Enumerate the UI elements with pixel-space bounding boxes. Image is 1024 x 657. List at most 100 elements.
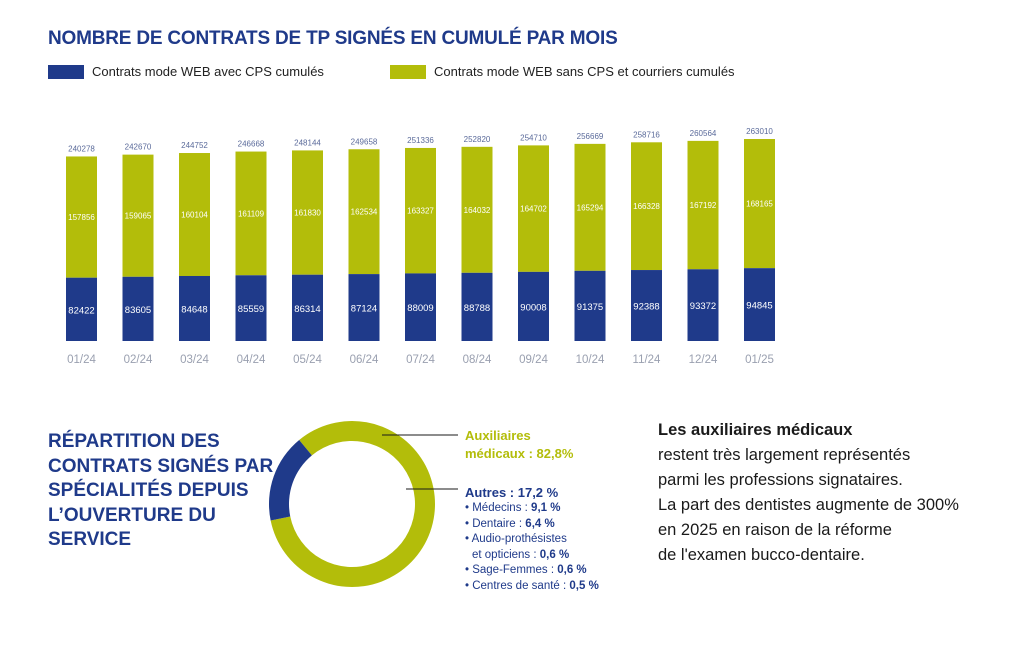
- data-label-avec-cps: 94845: [746, 301, 772, 312]
- data-label-sans-cps: 163327: [407, 207, 434, 216]
- x-tick-label: 11/24: [633, 354, 662, 366]
- breakdown-row-medecins: • Médecins : 9,1 %: [465, 501, 599, 517]
- x-tick-label: 12/24: [689, 354, 718, 366]
- x-tick-label: 09/24: [519, 354, 548, 366]
- autres-breakdown-list: • Médecins : 9,1 % • Dentaire : 6,4 % • …: [465, 501, 599, 594]
- data-label-avec-cps: 88788: [464, 303, 490, 314]
- bar-segment-sans-cps: [235, 151, 267, 276]
- bar-segment-avec-cps: [744, 268, 775, 341]
- breakdown-value: 9,1 %: [531, 502, 561, 514]
- data-label-avec-cps: 88009: [407, 303, 433, 314]
- breakdown-label: et opticiens :: [472, 548, 537, 561]
- bar-segment-avec-cps: [631, 270, 662, 341]
- total-label: 242670: [125, 143, 152, 152]
- label-auxiliaires-line1: Auxiliaires: [465, 428, 531, 443]
- data-label-sans-cps: 157856: [68, 213, 95, 222]
- chart-title: NOMBRE DE CONTRATS DE TP SIGNÉS EN CUMUL…: [48, 28, 618, 49]
- bar-segment-avec-cps: [179, 275, 210, 341]
- stacked-bar-chart: 240278 157856 82422 01/24 242670 159065 83605 0…: [66, 127, 775, 366]
- breakdown-row-centres-sante: • Centres de santé : 0,5 %: [465, 579, 599, 595]
- legend-label-sans-cps: Contrats mode WEB sans CPS et courriers …: [434, 64, 735, 79]
- data-label-avec-cps: 93372: [690, 301, 716, 312]
- donut-title: Répartition des contrats signés par spéc…: [48, 431, 274, 550]
- bar-segment-avec-cps: [518, 271, 549, 341]
- data-label-avec-cps: 90008: [520, 302, 546, 313]
- bar-segment-sans-cps: [744, 139, 775, 269]
- data-label-avec-cps: 84648: [181, 304, 207, 315]
- bar-segment-sans-cps: [66, 156, 97, 278]
- bar-segment-sans-cps: [574, 143, 606, 271]
- data-label-avec-cps: 92388: [633, 302, 659, 313]
- side-line: de l'examen bucco-dentaire.: [658, 546, 865, 564]
- bar-segment-avec-cps: [348, 274, 380, 341]
- breakdown-label: • Centres de santé :: [465, 579, 567, 592]
- bar-segment-sans-cps: [461, 146, 493, 273]
- data-label-sans-cps: 166328: [633, 202, 660, 211]
- x-tick-label: 10/24: [576, 354, 605, 366]
- breakdown-row-audio-line1: • Audio-prothésistes: [465, 532, 599, 548]
- breakdown-label: • Audio-prothésistes: [465, 533, 567, 545]
- bar-segment-avec-cps: [461, 272, 493, 341]
- legend-item-sans-cps: Contrats mode WEB sans CPS et courriers …: [390, 64, 735, 79]
- x-tick-label: 05/24: [293, 354, 322, 366]
- total-label: 263010: [746, 127, 773, 136]
- data-label-avec-cps: 87124: [351, 304, 377, 315]
- data-label-sans-cps: 160104: [181, 211, 208, 220]
- legend-swatch-lime: [390, 64, 426, 79]
- total-label: 244752: [181, 141, 208, 150]
- breakdown-row-sage-femmes: • Sage-Femmes : 0,6 %: [465, 563, 599, 579]
- x-tick-label: 01/25: [745, 354, 774, 366]
- total-label: 256669: [577, 132, 604, 141]
- legend-swatch-navy: [48, 64, 84, 79]
- total-label: 252820: [464, 135, 491, 144]
- breakdown-value: 0,5 %: [569, 579, 599, 592]
- x-tick-label: 01/24: [67, 354, 96, 366]
- bar-segment-sans-cps: [179, 153, 210, 276]
- total-label: 249658: [351, 137, 378, 146]
- data-label-avec-cps: 86314: [294, 304, 320, 315]
- bar-segment-sans-cps: [518, 145, 549, 272]
- data-label-avec-cps: 82422: [68, 305, 94, 316]
- x-tick-label: 07/24: [406, 354, 435, 366]
- total-label: 258716: [633, 130, 660, 139]
- x-tick-label: 04/24: [237, 354, 266, 366]
- total-label: 248144: [294, 138, 321, 147]
- total-label: 254710: [520, 133, 547, 142]
- x-tick-label: 03/24: [180, 354, 209, 366]
- bar-segment-sans-cps: [292, 150, 323, 275]
- total-label: 246668: [238, 140, 265, 149]
- x-tick-label: 06/24: [350, 354, 379, 366]
- side-line: parmi les professions signataires.: [658, 471, 903, 489]
- label-auxiliaires-line2: médicaux : 82,8%: [465, 446, 574, 461]
- data-label-sans-cps: 159065: [125, 212, 152, 221]
- x-tick-label: 08/24: [463, 354, 492, 366]
- side-commentary: Les auxiliaires médicaux restent très la…: [658, 418, 1024, 568]
- bar-segment-avec-cps: [292, 274, 323, 341]
- breakdown-value: 6,4 %: [525, 517, 555, 530]
- data-label-sans-cps: 164032: [464, 206, 491, 215]
- data-label-sans-cps: 167192: [690, 201, 717, 210]
- breakdown-label: • Sage-Femmes :: [465, 564, 555, 576]
- bar-segment-sans-cps: [405, 147, 436, 274]
- data-label-sans-cps: 168165: [746, 200, 773, 209]
- breakdown-label: • Médecins :: [465, 502, 528, 514]
- side-heading: Les auxiliaires médicaux: [658, 421, 853, 439]
- breakdown-row-dentaire: • Dentaire : 6,4 %: [465, 517, 599, 533]
- bar-segment-sans-cps: [348, 149, 380, 275]
- bar-segment-avec-cps: [687, 269, 719, 341]
- bar-segment-avec-cps: [235, 275, 267, 341]
- data-label-sans-cps: 164702: [520, 205, 547, 214]
- bar-segment-avec-cps: [122, 276, 154, 341]
- breakdown-value: 0,6 %: [539, 548, 570, 561]
- bar-segment-avec-cps: [574, 270, 606, 341]
- total-label: 251336: [407, 136, 434, 145]
- data-label-sans-cps: 165294: [577, 203, 604, 212]
- side-line: en 2025 en raison de la réforme: [658, 521, 892, 539]
- breakdown-label: • Dentaire :: [465, 517, 523, 530]
- x-tick-label: 02/24: [124, 354, 153, 366]
- side-line: La part des dentistes augmente de 300%: [658, 496, 959, 514]
- data-label-avec-cps: 85559: [238, 304, 264, 315]
- label-autres: Autres : 17,2 %: [465, 485, 559, 500]
- bar-segment-sans-cps: [122, 154, 154, 277]
